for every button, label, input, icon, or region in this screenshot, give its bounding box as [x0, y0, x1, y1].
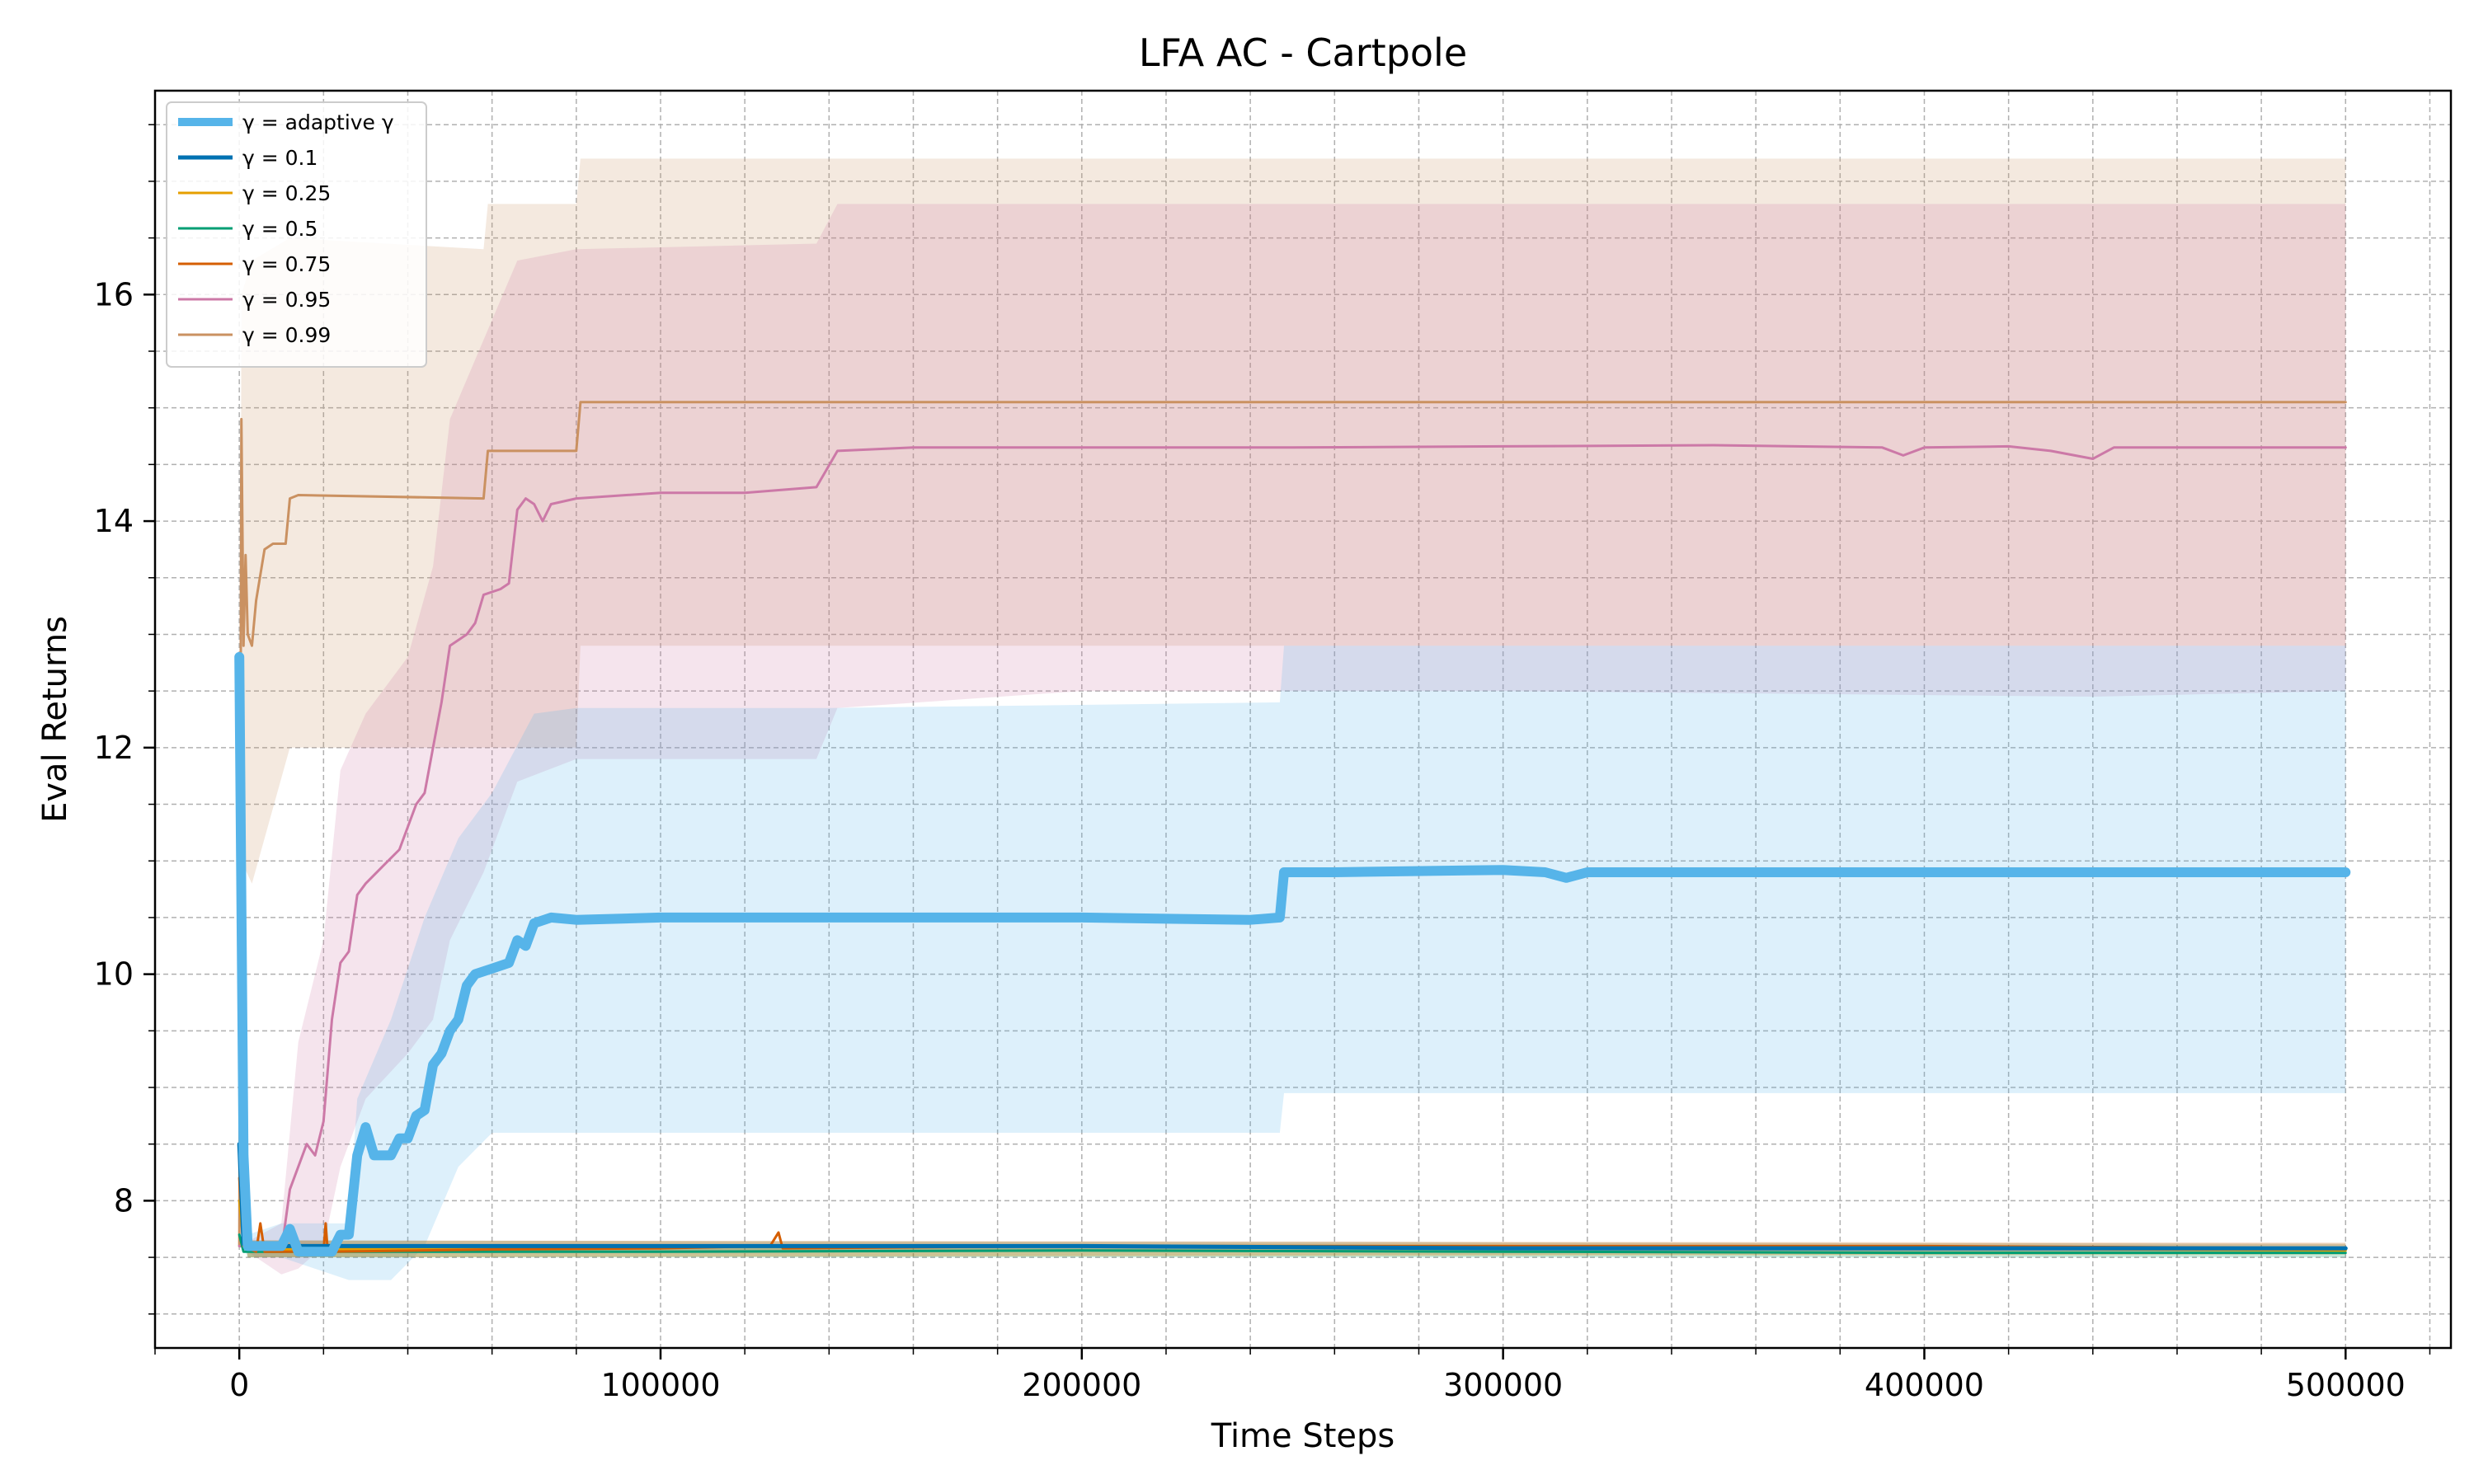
legend-frame — [166, 101, 427, 368]
series-line-6 — [238, 401, 2347, 1247]
x-tick-label: 0 — [229, 1367, 249, 1403]
grid — [154, 91, 2451, 1348]
legend-entry: γ = 0.75 — [242, 252, 331, 276]
band-series-1 — [239, 1144, 2346, 1252]
plot-frame — [153, 89, 2453, 1350]
x-axis-label: Time Steps — [1211, 1417, 1395, 1455]
legend-entry: γ = 0.25 — [242, 181, 331, 205]
legend-entry: γ = 0.1 — [242, 146, 317, 170]
legend-entry: γ = 0.99 — [242, 323, 331, 347]
series-line-3 — [238, 1233, 2347, 1255]
axis-ticks — [143, 124, 2431, 1360]
band-series-6 — [239, 158, 2346, 1247]
y-tick-label: 12 — [94, 730, 134, 766]
chart-title: LFA AC - Cartpole — [1139, 31, 1467, 75]
legend: γ = adaptive γ γ = 0.1 γ = 0.25 γ = 0.5 γ = … — [166, 101, 427, 368]
band-series-5 — [239, 204, 2346, 1275]
series-lines — [234, 401, 2351, 1257]
legend-entry: γ = adaptive γ — [242, 110, 394, 134]
x-tick-label: 500000 — [2286, 1367, 2406, 1403]
x-tick-label: 400000 — [1865, 1367, 1984, 1403]
band-series-0 — [239, 646, 2346, 1280]
series-line-4 — [238, 1176, 2347, 1253]
y-tick-label: 10 — [94, 956, 134, 993]
y-axis-label: Eval Returns — [36, 616, 74, 823]
x-tick-label: 100000 — [600, 1367, 720, 1403]
legend-entry: γ = 0.95 — [242, 288, 331, 312]
legend-entry: γ = 0.5 — [242, 217, 317, 241]
y-tick-label: 8 — [114, 1182, 134, 1219]
y-tick-label: 16 — [94, 276, 134, 312]
y-tick-label: 14 — [94, 503, 134, 539]
tick-labels: 0 100000 200000 300000 400000 500000 8 10 12 14 16 — [94, 276, 2406, 1403]
confidence-bands — [239, 158, 2346, 1280]
series-line-0 — [234, 651, 2351, 1257]
series-line-1 — [237, 1142, 2348, 1251]
series-line-5 — [238, 444, 2347, 1253]
band-series-2 — [239, 1200, 2346, 1258]
x-tick-label: 200000 — [1022, 1367, 1141, 1403]
x-tick-label: 300000 — [1443, 1367, 1563, 1403]
